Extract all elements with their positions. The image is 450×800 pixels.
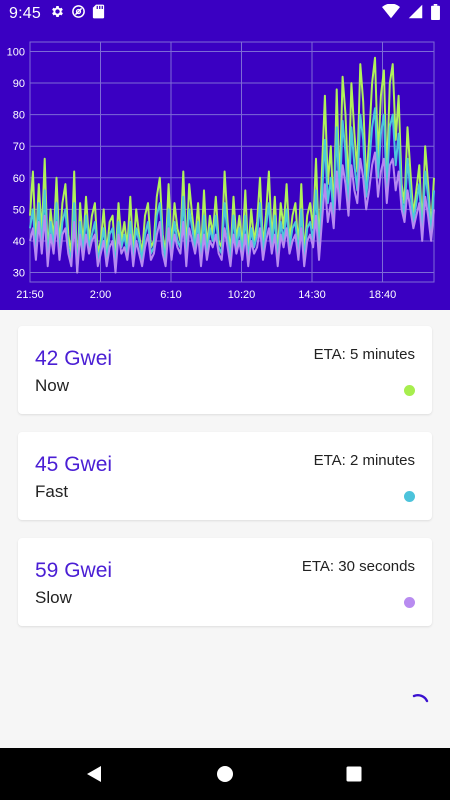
speed-label: Fast xyxy=(35,482,69,501)
status-right-icons xyxy=(382,3,440,25)
x-tick-labels: 21:50 2:00 6:10 10:20 14:30 18:40 xyxy=(16,289,396,301)
gas-price-list: 42 Gwei Now ETA: 5 minutes 45 Gwei Fast … xyxy=(0,310,450,748)
recents-button[interactable] xyxy=(324,748,384,800)
gas-price-chart: 30 40 50 60 70 80 90 100 21:50 2:00 6:10 10:20 14:3… xyxy=(0,28,450,310)
y-tick-label: 80 xyxy=(13,110,25,122)
x-tick-label: 10:20 xyxy=(228,289,256,301)
gear-icon xyxy=(50,4,65,24)
wifi-icon xyxy=(382,3,400,24)
status-time: 9:45 xyxy=(9,5,41,22)
y-tick-label: 60 xyxy=(13,173,25,185)
navigation-bar xyxy=(0,748,450,800)
back-button[interactable] xyxy=(64,748,124,800)
battery-icon xyxy=(431,3,440,25)
y-tick-label: 100 xyxy=(7,46,25,58)
y-tick-label: 30 xyxy=(13,268,25,280)
x-tick-label: 6:10 xyxy=(160,289,181,301)
speed-label: Now xyxy=(35,376,70,395)
eta-text: ETA: 2 minutes xyxy=(313,452,415,469)
y-tick-labels: 30 40 50 60 70 80 90 100 xyxy=(7,46,25,279)
x-tick-label: 2:00 xyxy=(90,289,111,301)
eta-text: ETA: 30 seconds xyxy=(301,558,415,575)
gas-price: 45 Gwei xyxy=(35,453,113,476)
back-icon xyxy=(87,766,101,782)
status-left-icons xyxy=(50,4,105,24)
gas-card-now[interactable]: 42 Gwei Now ETA: 5 minutes xyxy=(18,326,432,414)
status-bar: 9:45 xyxy=(0,0,450,28)
gas-card-slow[interactable]: 59 Gwei Slow ETA: 30 seconds xyxy=(18,538,432,626)
y-tick-label: 40 xyxy=(13,236,25,248)
home-icon xyxy=(217,766,233,782)
chart-series-group xyxy=(29,56,435,274)
cellular-signal-icon xyxy=(408,4,423,24)
gas-price: 59 Gwei xyxy=(35,559,113,582)
x-tick-label: 14:30 xyxy=(298,289,326,301)
sd-card-icon xyxy=(92,4,105,24)
series-color-dot xyxy=(404,385,415,396)
series-line-2 xyxy=(29,151,435,274)
x-tick-label: 18:40 xyxy=(369,289,397,301)
chart-svg: 30 40 50 60 70 80 90 100 21:50 2:00 6:10 10:20 14:3… xyxy=(7,41,435,301)
eta-text: ETA: 5 minutes xyxy=(313,346,415,363)
series-color-dot xyxy=(404,597,415,608)
loading-spinner-icon xyxy=(410,692,432,719)
gas-price: 42 Gwei xyxy=(35,347,113,370)
home-button[interactable] xyxy=(195,748,255,800)
series-color-dot xyxy=(404,491,415,502)
y-tick-label: 50 xyxy=(13,204,25,216)
recents-icon xyxy=(346,766,362,782)
x-tick-label: 21:50 xyxy=(16,289,44,301)
y-tick-label: 90 xyxy=(13,78,25,90)
gas-card-fast[interactable]: 45 Gwei Fast ETA: 2 minutes xyxy=(18,432,432,520)
speed-label: Slow xyxy=(35,588,72,607)
at-sign-icon xyxy=(71,4,86,24)
y-tick-label: 70 xyxy=(13,141,25,153)
